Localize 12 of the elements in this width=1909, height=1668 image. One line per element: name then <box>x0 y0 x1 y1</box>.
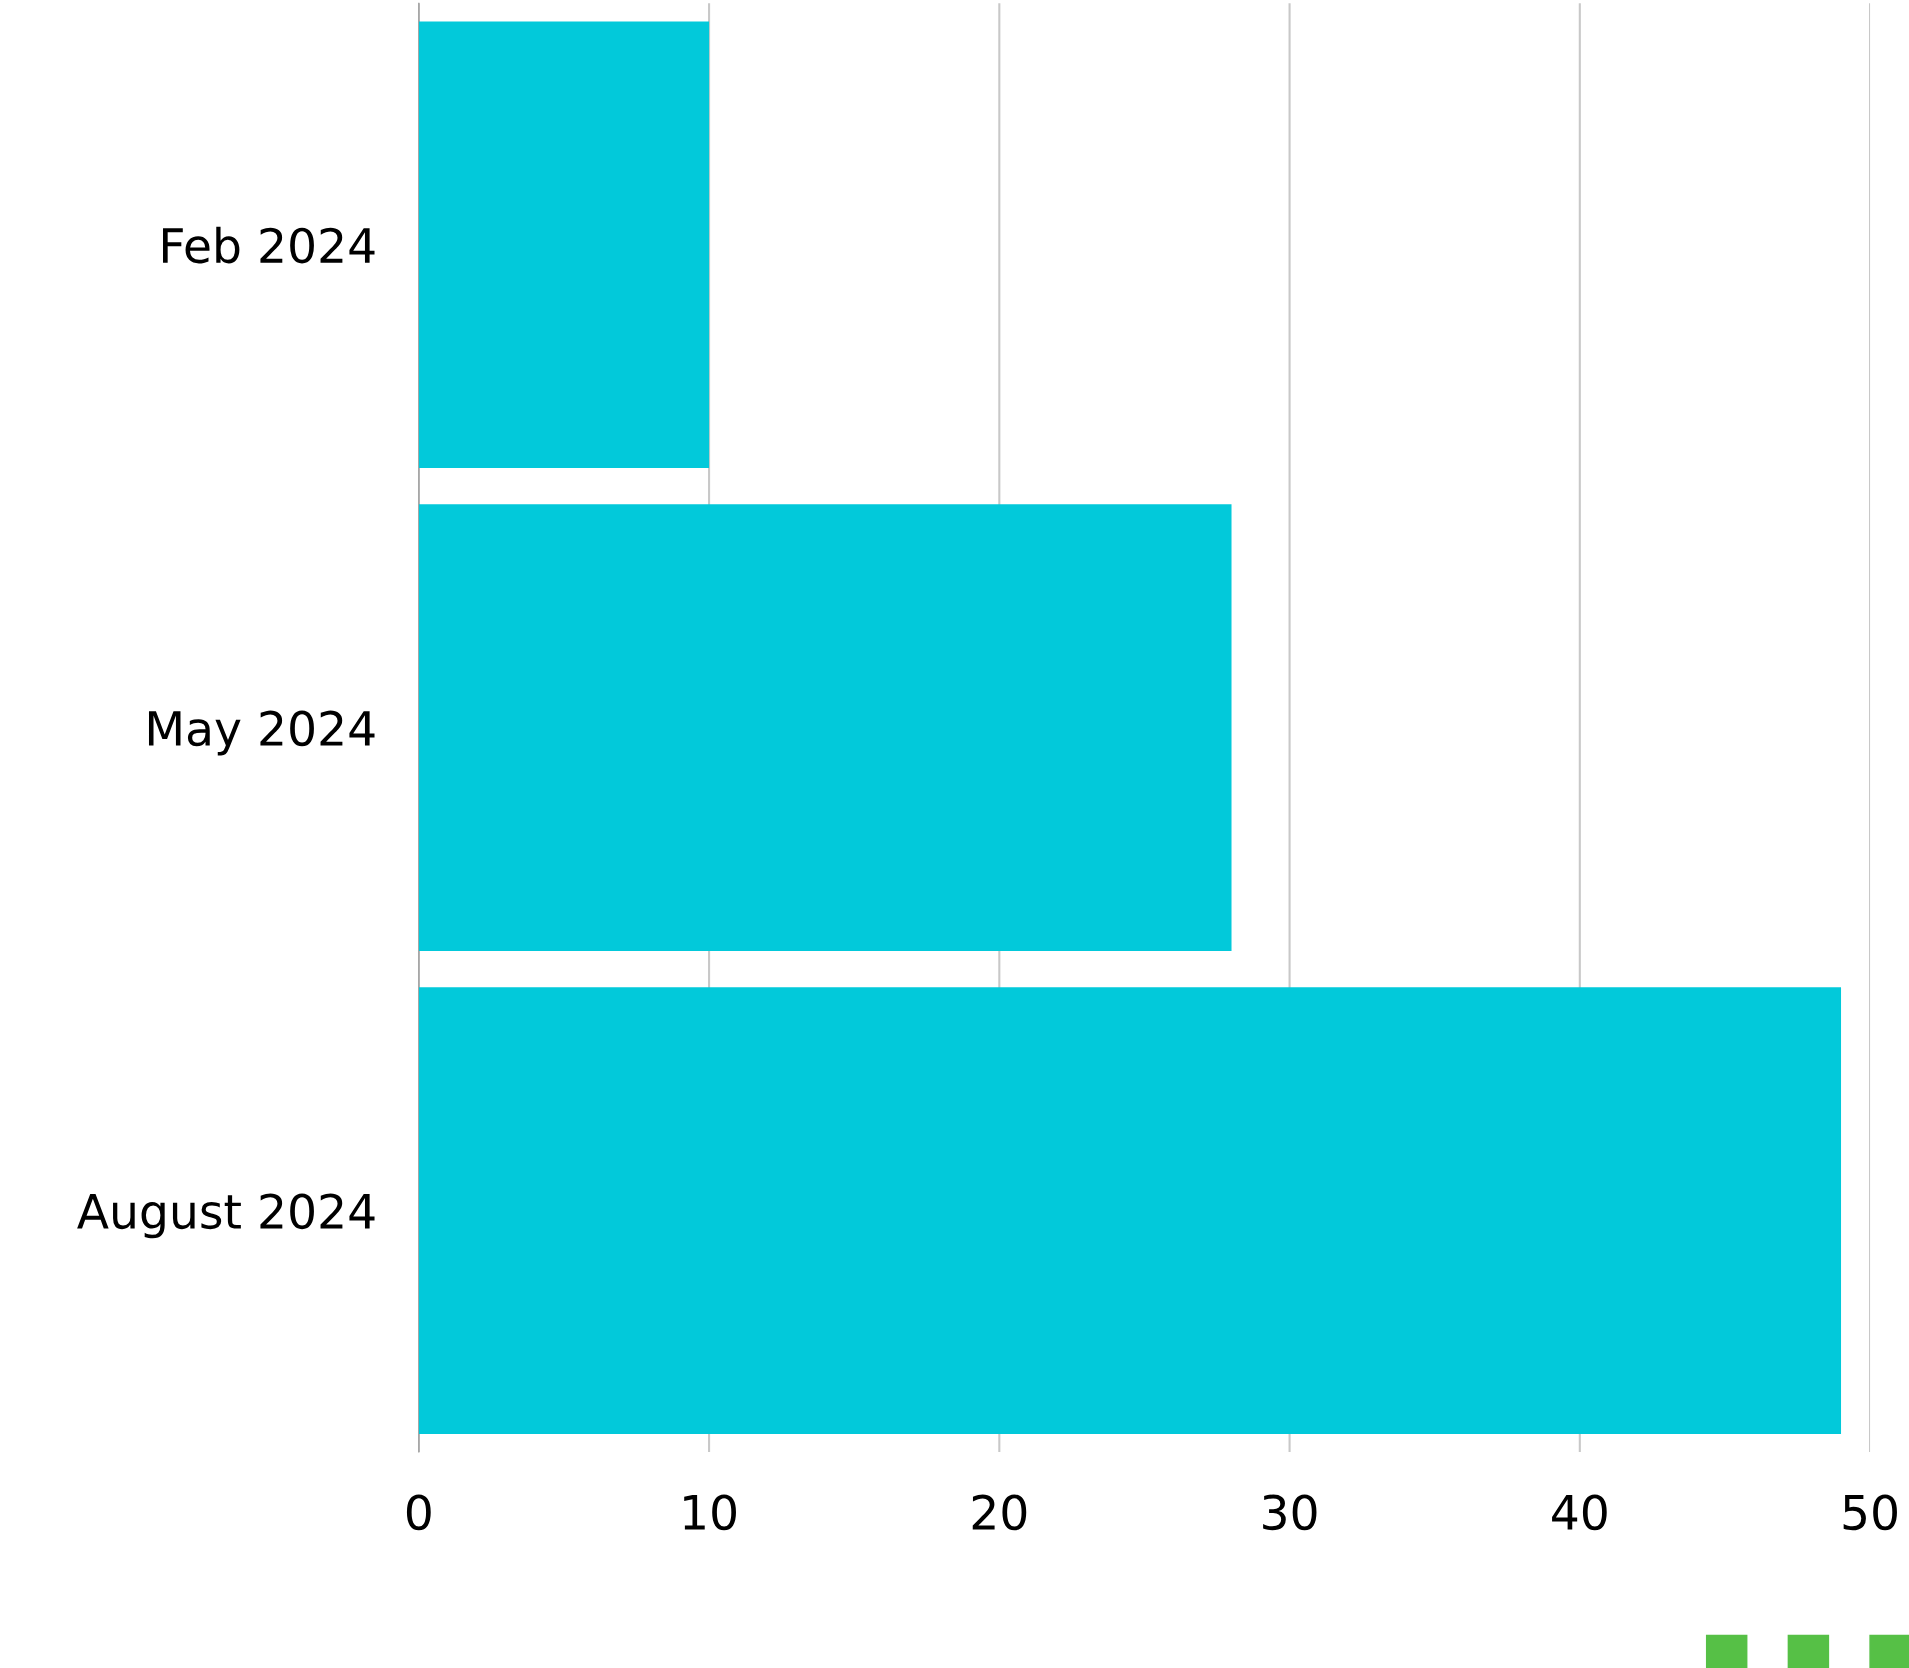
y-tick-label: August 2024 <box>77 1193 375 1239</box>
bar <box>418 987 1842 1434</box>
x-tick-label: 50 <box>1843 1494 1897 1531</box>
x-tick-label: 0 <box>406 1494 431 1531</box>
bar <box>418 21 710 469</box>
x-tick-label: 20 <box>972 1494 1027 1531</box>
x-tick-label: 10 <box>684 1494 736 1531</box>
bar <box>418 504 1232 951</box>
x-tick-label: 40 <box>1552 1494 1607 1531</box>
x-tick-label: 30 <box>1263 1494 1317 1531</box>
y-tick-label: May 2024 <box>148 710 375 756</box>
y-tick-label: Feb 2024 <box>163 226 375 264</box>
